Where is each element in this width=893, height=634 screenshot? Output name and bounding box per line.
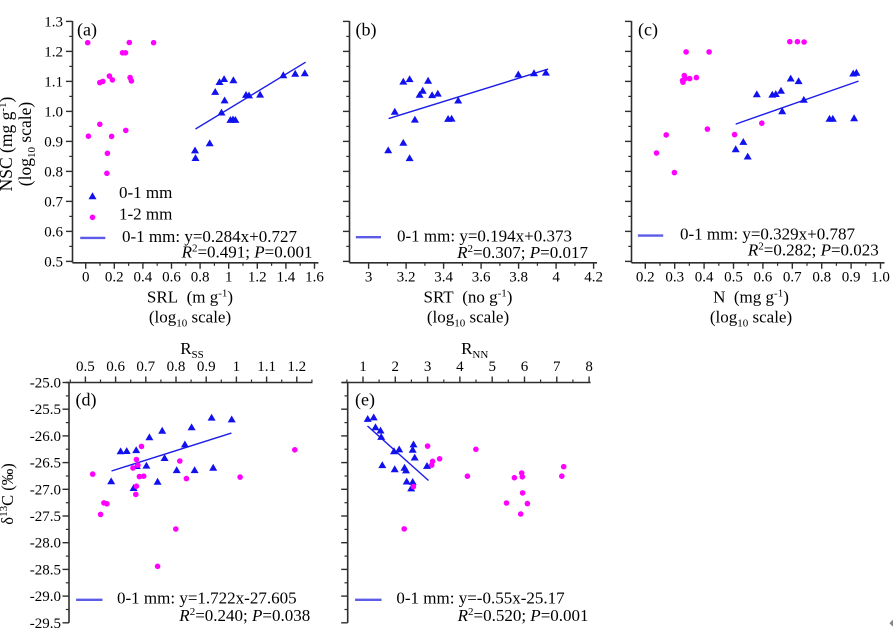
- svg-text:0.9: 0.9: [842, 270, 861, 286]
- svg-text:3: 3: [424, 359, 432, 375]
- svg-text:-29.0: -29.0: [30, 589, 61, 605]
- svg-text:0.3: 0.3: [665, 270, 684, 286]
- svg-text:0-1 mm: y=0.194x+0.373: 0-1 mm: y=0.194x+0.373: [397, 227, 572, 246]
- svg-text:1.0: 1.0: [871, 270, 890, 286]
- svg-text:1.2: 1.2: [44, 44, 63, 60]
- svg-text:0.6: 0.6: [44, 224, 63, 240]
- svg-text:1.6: 1.6: [305, 270, 324, 286]
- svg-text:1: 1: [225, 270, 233, 286]
- svg-text:(log10 scale): (log10 scale): [710, 308, 792, 330]
- svg-text:0.8: 0.8: [191, 270, 210, 286]
- svg-text:0.6: 0.6: [162, 270, 181, 286]
- svg-text:1.2: 1.2: [287, 359, 306, 375]
- svg-text:0.5: 0.5: [44, 254, 63, 270]
- svg-text:(log10 scale): (log10 scale): [427, 308, 509, 330]
- svg-text:(b): (b): [356, 20, 377, 41]
- svg-text:-25.0: -25.0: [30, 376, 61, 392]
- svg-text:-28.0: -28.0: [30, 536, 61, 552]
- svg-text:0.4: 0.4: [695, 270, 714, 286]
- svg-text:0.9: 0.9: [197, 359, 216, 375]
- svg-text:4.2: 4.2: [584, 270, 603, 286]
- svg-text:3.4: 3.4: [434, 270, 453, 286]
- svg-text:-26.5: -26.5: [30, 456, 61, 472]
- svg-text:1.4: 1.4: [277, 270, 296, 286]
- svg-text:-27.5: -27.5: [30, 509, 61, 525]
- svg-text:0.2: 0.2: [105, 270, 124, 286]
- svg-text:0.7: 0.7: [783, 270, 802, 286]
- svg-text:4: 4: [456, 359, 464, 375]
- svg-text:-28.5: -28.5: [30, 562, 61, 578]
- svg-text:R2=0.240; P=0.038: R2=0.240; P=0.038: [178, 606, 310, 625]
- svg-text:R2=0.307; P=0.017: R2=0.307; P=0.017: [456, 243, 588, 262]
- svg-text:0.4: 0.4: [134, 270, 153, 286]
- svg-text:5: 5: [488, 359, 496, 375]
- svg-text:3: 3: [365, 270, 373, 286]
- svg-text:R2=0.282; P=0.023: R2=0.282; P=0.023: [747, 241, 879, 260]
- svg-text:0-1 mm: y=0.329x+0.787: 0-1 mm: y=0.329x+0.787: [680, 225, 856, 244]
- svg-text:1.3: 1.3: [44, 14, 63, 30]
- svg-text:1.1: 1.1: [44, 74, 63, 90]
- svg-text:(e): (e): [355, 390, 375, 411]
- svg-text:0.6: 0.6: [106, 359, 125, 375]
- svg-text:3.6: 3.6: [472, 270, 491, 286]
- svg-text:N (mg g-1): N (mg g-1): [713, 288, 789, 307]
- svg-text:(c): (c): [638, 20, 658, 41]
- svg-text:NSC (mg g-1): NSC (mg g-1): [0, 96, 16, 191]
- svg-text:0-1 mm: y=1.722x-27.605: 0-1 mm: y=1.722x-27.605: [117, 589, 297, 608]
- svg-text:4: 4: [552, 270, 560, 286]
- svg-text:1: 1: [359, 359, 367, 375]
- svg-text:0-1 mm: y=-0.55x-25.17: 0-1 mm: y=-0.55x-25.17: [396, 589, 565, 608]
- svg-text:SRT (no g-1): SRT (no g-1): [424, 288, 513, 307]
- svg-text:-27.0: -27.0: [30, 482, 61, 498]
- svg-text:2: 2: [392, 359, 400, 375]
- svg-text:3.2: 3.2: [397, 270, 416, 286]
- svg-text:0-1 mm: 0-1 mm: [119, 183, 172, 202]
- svg-text:1.0: 1.0: [44, 104, 63, 120]
- svg-text:3.8: 3.8: [509, 270, 528, 286]
- svg-text:0.8: 0.8: [167, 359, 186, 375]
- svg-text:0.7: 0.7: [44, 194, 63, 210]
- svg-text:(d): (d): [76, 390, 97, 411]
- svg-text:0.8: 0.8: [812, 270, 831, 286]
- svg-text:(a): (a): [77, 20, 97, 41]
- svg-text:0.2: 0.2: [636, 270, 655, 286]
- svg-text:7: 7: [553, 359, 561, 375]
- svg-text:SRL (m g-1): SRL (m g-1): [147, 288, 233, 307]
- svg-text:-25.5: -25.5: [30, 402, 61, 418]
- svg-text:0: 0: [82, 270, 90, 286]
- svg-text:6: 6: [521, 359, 529, 375]
- svg-text:8: 8: [585, 359, 593, 375]
- svg-text:1: 1: [233, 359, 241, 375]
- svg-text:0.5: 0.5: [724, 270, 743, 286]
- svg-text:(log10 scale): (log10 scale): [15, 102, 38, 187]
- svg-text:R2=0.491; P=0.001: R2=0.491; P=0.001: [181, 243, 313, 262]
- svg-text:0.7: 0.7: [136, 359, 155, 375]
- svg-text:0.8: 0.8: [44, 164, 63, 180]
- svg-text:-26.0: -26.0: [30, 429, 61, 445]
- svg-text:1-2 mm: 1-2 mm: [119, 205, 172, 224]
- svg-text:0.6: 0.6: [754, 270, 773, 286]
- svg-text:-29.5: -29.5: [30, 616, 61, 632]
- svg-text:R2=0.520; P=0.001: R2=0.520; P=0.001: [457, 606, 589, 625]
- svg-text:1.2: 1.2: [248, 270, 267, 286]
- svg-text:0.5: 0.5: [76, 359, 95, 375]
- svg-text:0.9: 0.9: [44, 134, 63, 150]
- svg-text:(log10 scale): (log10 scale): [149, 308, 231, 330]
- svg-text:0-1 mm: y=0.284x+0.727: 0-1 mm: y=0.284x+0.727: [122, 227, 298, 246]
- svg-text:1.1: 1.1: [257, 359, 276, 375]
